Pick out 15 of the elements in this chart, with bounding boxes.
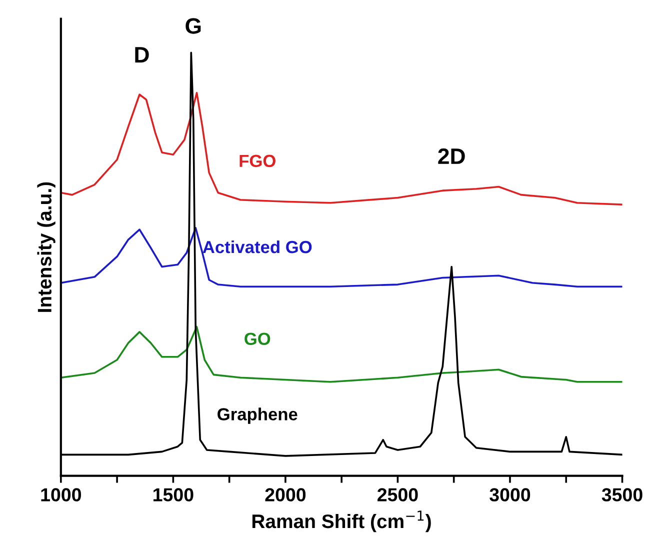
x-tick-label: 2000 <box>265 488 306 502</box>
y-axis-title: Intensity (a.u.) <box>37 182 56 312</box>
annotation: 2D <box>438 148 465 164</box>
x-tick-label: 2500 <box>378 488 418 502</box>
x-tick-label: 1000 <box>41 488 82 502</box>
series-label: FGO <box>240 154 276 168</box>
x-tick-label: 1500 <box>154 488 194 502</box>
annotation: D <box>135 47 149 62</box>
series-label: Graphene <box>218 408 298 424</box>
x-tick-label: 3500 <box>602 488 642 502</box>
x-tick-label: 3000 <box>490 488 530 502</box>
series-label: Activated GO <box>202 240 312 254</box>
x-axis-title: Raman Shift (cm$^{−1}$) <box>252 510 431 532</box>
series-label: GO <box>244 332 270 346</box>
text: G <box>186 18 201 34</box>
